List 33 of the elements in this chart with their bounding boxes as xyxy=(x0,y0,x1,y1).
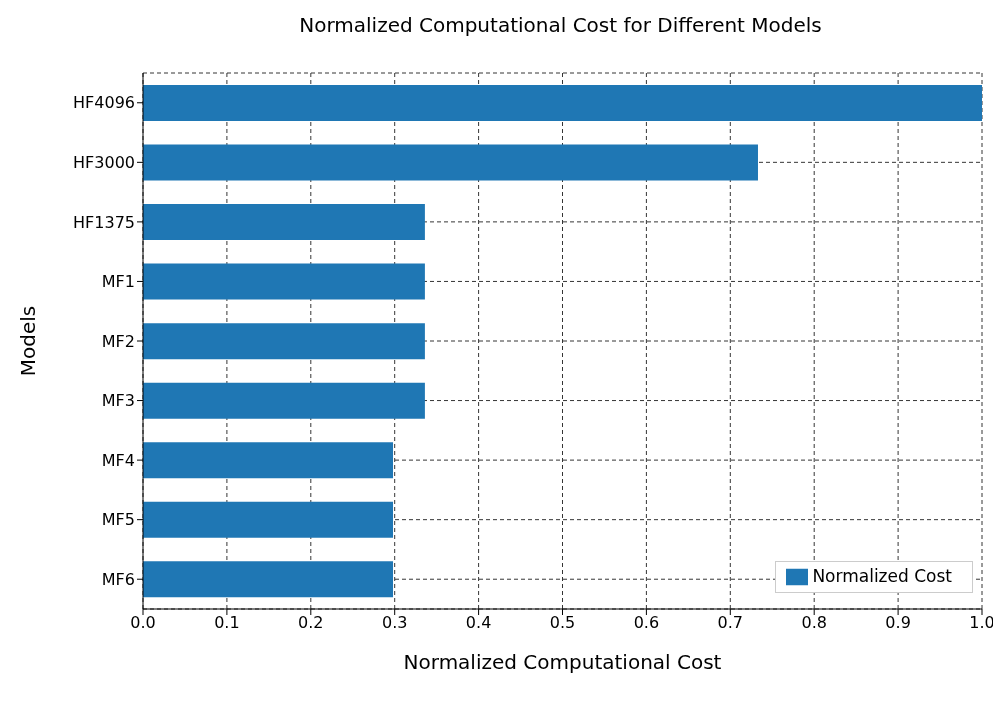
y-tick-label: HF4096 xyxy=(73,93,135,113)
legend-label: Normalized Cost xyxy=(812,566,952,586)
bar xyxy=(143,144,758,181)
bar xyxy=(143,561,394,598)
x-tick-label: 0.0 xyxy=(130,613,156,633)
y-tick-label: MF5 xyxy=(101,510,135,530)
bar xyxy=(143,501,394,538)
y-axis-title: Models xyxy=(16,305,41,377)
bar xyxy=(143,382,425,419)
x-tick-label: 0.9 xyxy=(885,613,911,633)
x-tick-label: 0.6 xyxy=(633,613,660,633)
x-axis-title: Normalized Computational Cost xyxy=(403,650,722,674)
x-tick-label: 0.2 xyxy=(298,613,324,633)
y-tick-label: MF6 xyxy=(101,569,135,589)
bar xyxy=(143,84,982,121)
x-tick-label: 0.7 xyxy=(717,613,744,633)
x-tick-label: 0.5 xyxy=(549,613,576,633)
x-tick-label: 1.0 xyxy=(969,613,995,633)
bar xyxy=(143,442,394,479)
y-tick-label: HF3000 xyxy=(73,153,135,173)
chart-title: Normalized Computational Cost for Different Models xyxy=(298,12,823,39)
bar xyxy=(143,263,425,300)
x-tick-label: 0.8 xyxy=(801,613,827,633)
y-tick-label: MF2 xyxy=(101,331,135,351)
x-tick-label: 0.3 xyxy=(381,613,408,633)
y-tick-label: MF4 xyxy=(101,450,135,470)
y-tick-label: MF3 xyxy=(101,391,135,411)
x-tick-label: 0.4 xyxy=(465,613,492,633)
bar xyxy=(143,323,425,360)
bar xyxy=(143,204,425,241)
y-tick-label: HF1375 xyxy=(73,212,135,232)
y-tick-label: MF1 xyxy=(101,272,135,292)
x-tick-label: 0.1 xyxy=(214,613,240,633)
